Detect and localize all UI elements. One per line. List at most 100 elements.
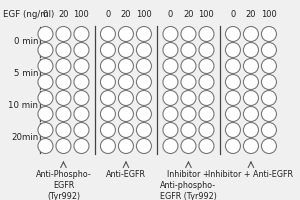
Circle shape xyxy=(118,26,134,42)
Circle shape xyxy=(199,43,214,58)
Circle shape xyxy=(181,74,196,90)
Circle shape xyxy=(136,58,152,73)
Circle shape xyxy=(262,106,277,121)
Circle shape xyxy=(226,90,241,106)
Circle shape xyxy=(38,90,53,106)
Circle shape xyxy=(118,122,134,138)
Circle shape xyxy=(199,58,214,73)
Text: 20: 20 xyxy=(246,10,256,19)
Circle shape xyxy=(100,122,116,138)
Circle shape xyxy=(118,90,134,106)
Circle shape xyxy=(118,138,134,154)
Circle shape xyxy=(226,58,241,73)
Text: 100: 100 xyxy=(199,10,214,19)
Circle shape xyxy=(74,122,89,138)
Text: 20: 20 xyxy=(183,10,194,19)
Circle shape xyxy=(74,74,89,90)
Circle shape xyxy=(100,43,116,58)
Circle shape xyxy=(244,43,259,58)
Circle shape xyxy=(100,74,116,90)
Circle shape xyxy=(136,106,152,121)
Circle shape xyxy=(38,26,53,42)
Circle shape xyxy=(74,43,89,58)
Circle shape xyxy=(199,138,214,154)
Circle shape xyxy=(136,90,152,106)
Circle shape xyxy=(262,26,277,42)
Circle shape xyxy=(181,58,196,73)
Text: 100: 100 xyxy=(261,10,277,19)
Circle shape xyxy=(118,43,134,58)
Circle shape xyxy=(199,74,214,90)
Circle shape xyxy=(163,43,178,58)
Circle shape xyxy=(226,138,241,154)
Text: 0 min: 0 min xyxy=(14,38,38,46)
Circle shape xyxy=(262,58,277,73)
Text: EGF (ng/ml): EGF (ng/ml) xyxy=(3,10,54,19)
Circle shape xyxy=(244,122,259,138)
Text: 100: 100 xyxy=(74,10,89,19)
Circle shape xyxy=(163,122,178,138)
Circle shape xyxy=(118,74,134,90)
Text: Inhibitor + Anti-EGFR: Inhibitor + Anti-EGFR xyxy=(208,170,293,179)
Text: 20min: 20min xyxy=(11,134,38,142)
Text: 20: 20 xyxy=(121,10,131,19)
Circle shape xyxy=(56,58,71,73)
Circle shape xyxy=(199,90,214,106)
Circle shape xyxy=(181,43,196,58)
Circle shape xyxy=(136,26,152,42)
Circle shape xyxy=(56,26,71,42)
Circle shape xyxy=(100,106,116,121)
Circle shape xyxy=(262,43,277,58)
Circle shape xyxy=(163,106,178,121)
Circle shape xyxy=(100,58,116,73)
Circle shape xyxy=(56,122,71,138)
Circle shape xyxy=(74,106,89,121)
Circle shape xyxy=(38,43,53,58)
Circle shape xyxy=(244,106,259,121)
Circle shape xyxy=(163,138,178,154)
Circle shape xyxy=(181,26,196,42)
Circle shape xyxy=(199,122,214,138)
Circle shape xyxy=(262,122,277,138)
Circle shape xyxy=(38,74,53,90)
Circle shape xyxy=(74,90,89,106)
Text: 10 min: 10 min xyxy=(8,102,38,110)
Circle shape xyxy=(181,106,196,121)
Circle shape xyxy=(74,26,89,42)
Circle shape xyxy=(136,74,152,90)
Circle shape xyxy=(38,58,53,73)
Text: Anti-Phospho-
EGFR
(Tyr992): Anti-Phospho- EGFR (Tyr992) xyxy=(36,170,91,200)
Circle shape xyxy=(56,43,71,58)
Circle shape xyxy=(262,90,277,106)
Text: Anti-EGFR: Anti-EGFR xyxy=(106,170,146,179)
Circle shape xyxy=(181,122,196,138)
Text: Inhibitor +
Anti-phospho-
EGFR (Tyr992): Inhibitor + Anti-phospho- EGFR (Tyr992) xyxy=(160,170,217,200)
Text: 5 min: 5 min xyxy=(14,70,38,78)
Circle shape xyxy=(38,106,53,121)
Circle shape xyxy=(136,122,152,138)
Circle shape xyxy=(181,138,196,154)
Circle shape xyxy=(100,138,116,154)
Text: 100: 100 xyxy=(136,10,152,19)
Circle shape xyxy=(226,122,241,138)
Circle shape xyxy=(226,106,241,121)
Text: 0: 0 xyxy=(168,10,173,19)
Circle shape xyxy=(136,138,152,154)
Text: 0: 0 xyxy=(43,10,48,19)
Circle shape xyxy=(163,26,178,42)
Circle shape xyxy=(262,138,277,154)
Circle shape xyxy=(74,58,89,73)
Circle shape xyxy=(163,58,178,73)
Circle shape xyxy=(226,74,241,90)
Circle shape xyxy=(199,106,214,121)
Circle shape xyxy=(56,74,71,90)
Text: 0: 0 xyxy=(230,10,236,19)
Circle shape xyxy=(38,138,53,154)
Circle shape xyxy=(244,90,259,106)
Circle shape xyxy=(244,58,259,73)
Circle shape xyxy=(118,106,134,121)
Circle shape xyxy=(100,90,116,106)
Circle shape xyxy=(38,122,53,138)
Circle shape xyxy=(163,90,178,106)
Circle shape xyxy=(74,138,89,154)
